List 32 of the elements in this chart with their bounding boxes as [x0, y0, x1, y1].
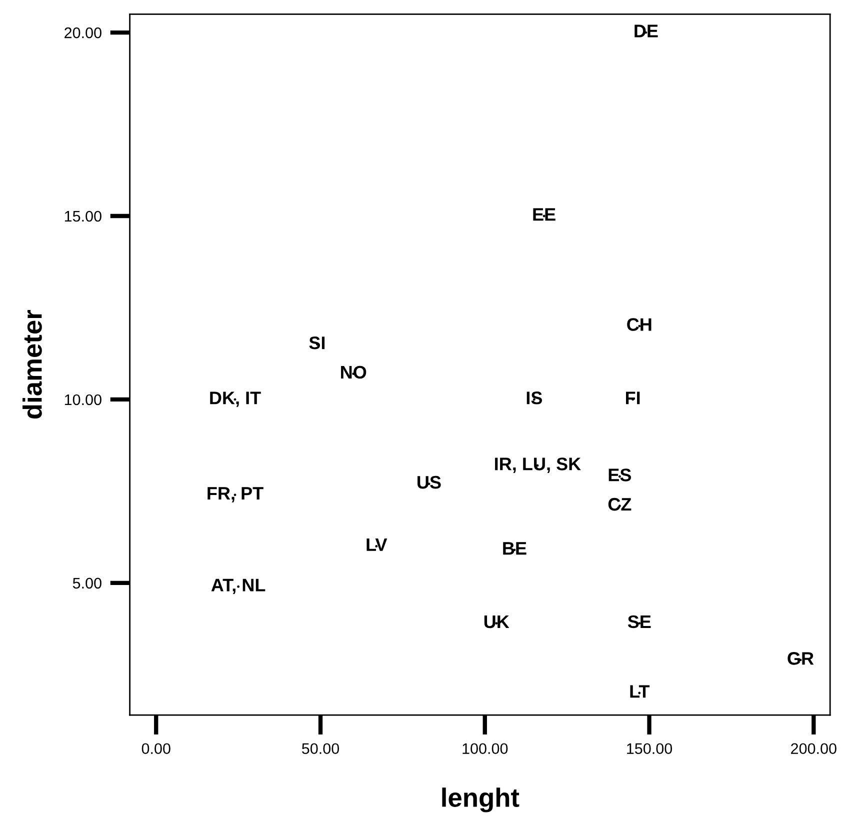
data-label: ES	[608, 468, 632, 482]
data-label: GR	[788, 652, 814, 665]
y-tick-label: 15.00	[64, 210, 102, 222]
data-label: US	[418, 476, 441, 489]
data-label: NO	[341, 366, 366, 379]
data-label: LV	[366, 538, 388, 551]
data-label: AT, NL	[211, 578, 266, 594]
y-tick-label: 20.00	[64, 27, 102, 38]
x-tick-label: 0.00	[142, 743, 170, 754]
x-tick-label: 200.00	[791, 743, 836, 754]
point	[237, 585, 240, 588]
y-axis-title: diameter	[22, 310, 42, 419]
x-tick-label: 50.00	[302, 743, 340, 754]
data-label: DK, IT	[210, 392, 261, 407]
y-tick-label: 10.00	[64, 394, 102, 406]
data-label: CH	[627, 318, 652, 331]
data-label: SE	[628, 615, 651, 628]
x-axis-title: lenght	[442, 788, 520, 812]
data-label: SI	[309, 336, 325, 350]
data-label: UK	[484, 616, 510, 628]
data-label: FI	[626, 392, 640, 404]
x-tick-label: 150.00	[627, 743, 672, 754]
data-label: EE	[533, 208, 556, 221]
data-label: BE	[503, 542, 526, 555]
data-label: FR, PT	[208, 487, 264, 502]
data-label: LT	[630, 685, 650, 698]
data-label: CZ	[608, 498, 632, 511]
data-label: IR, LU, SK	[495, 458, 581, 473]
x-tick-label: 100.00	[462, 743, 508, 754]
y-tick-label: 5.00	[72, 578, 102, 589]
data-label: IS	[526, 392, 542, 404]
data-label: DE	[634, 24, 658, 38]
